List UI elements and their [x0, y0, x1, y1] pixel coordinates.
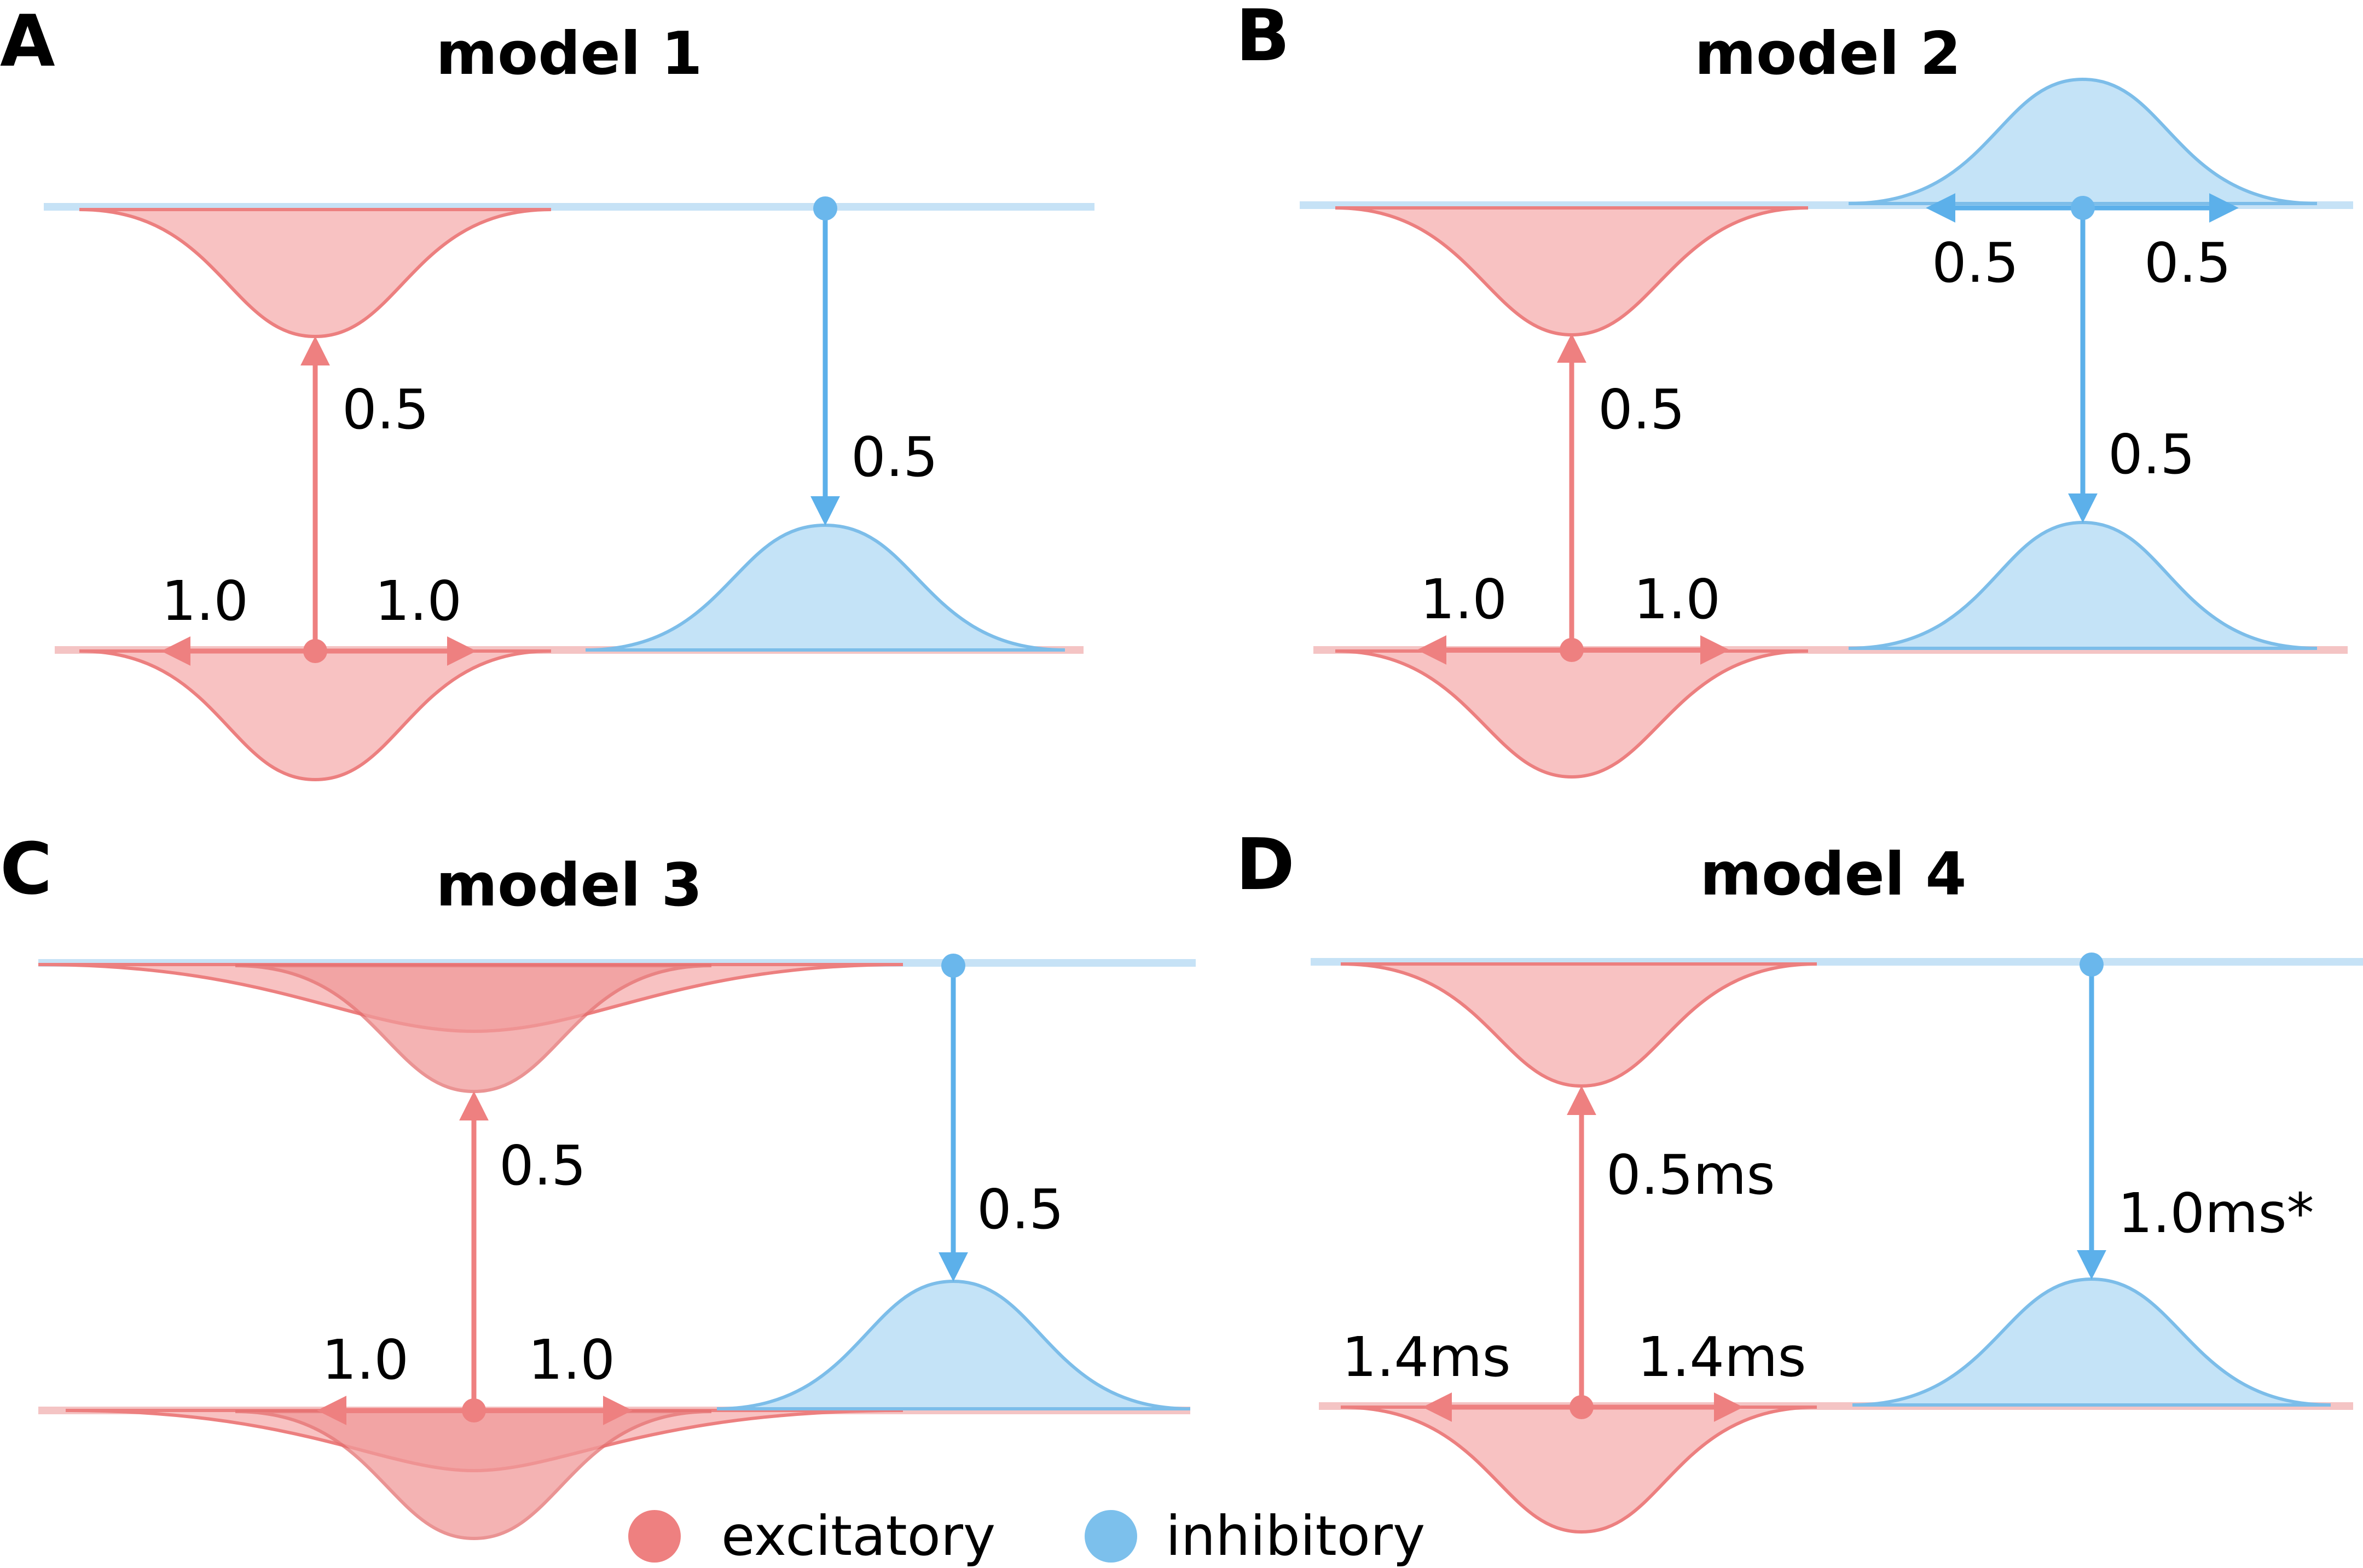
- label-right: 1.0: [375, 569, 462, 633]
- label-down: 0.5: [977, 1177, 1064, 1241]
- excitatory-projection-profile: [1340, 962, 1817, 1088]
- label-right: 1.0: [1634, 567, 1721, 631]
- legend-excitatory-marker: [628, 1510, 681, 1563]
- label-right: 1.0: [528, 1328, 615, 1392]
- inhibitory-neuron-dot: [2080, 953, 2104, 977]
- legend: excitatory inhibitory: [628, 1504, 1425, 1568]
- label-up: 0.5ms: [1606, 1143, 1775, 1207]
- label-left: 1.0: [161, 569, 248, 633]
- excitatory-lateral-profile: [1335, 649, 1809, 779]
- inhibitory-lateral-profile: [1848, 77, 2318, 205]
- panel-title: model 1: [436, 20, 702, 88]
- excitatory-neuron-dot: [303, 639, 327, 663]
- panel-d: D model 4 0.5ms 1.0ms* 1.4ms 1.4ms: [1236, 823, 2363, 1534]
- inhibitory-neuron-dot: [941, 954, 965, 978]
- excitatory-projection-profile: [1335, 206, 1809, 337]
- inhibitory-projection-profile: [716, 1279, 1191, 1410]
- label-inh-right: 0.5: [2144, 231, 2231, 295]
- panel-b: B model 2 0.5 0.5 0.5 0.5 1.0 1.0: [1236, 0, 2353, 779]
- inhibitory-neuron-dot: [2071, 196, 2095, 220]
- excitatory-lateral-profile: [79, 649, 552, 782]
- excitatory-lateral-profile: [1340, 1406, 1817, 1534]
- inhibitory-projection-profile: [1852, 1277, 2331, 1407]
- label-left: 1.4ms: [1342, 1325, 1511, 1389]
- label-down: 1.0ms*: [2118, 1181, 2314, 1245]
- label-up: 0.5: [1598, 378, 1685, 442]
- legend-excitatory-label: excitatory: [721, 1504, 995, 1568]
- inhibitory-projection-profile: [585, 523, 1065, 652]
- label-left: 1.0: [322, 1328, 409, 1392]
- panel-letter: C: [0, 827, 52, 910]
- panel-letter: B: [1236, 0, 1290, 77]
- panel-a: A model 1 0.5 0.5 1.0 1.0: [0, 0, 1094, 782]
- excitatory-narrow-lateral-profile: [235, 1410, 712, 1541]
- excitatory-neuron-dot: [1569, 1395, 1594, 1419]
- label-down: 0.5: [851, 425, 938, 489]
- label-up: 0.5: [499, 1134, 586, 1198]
- label-down: 0.5: [2108, 422, 2195, 486]
- excitatory-projection-profile: [79, 208, 552, 339]
- excitatory-neuron-dot: [462, 1398, 486, 1422]
- panel-title: model 3: [436, 851, 702, 920]
- inhibitory-neuron-dot: [813, 196, 837, 220]
- panel-title: model 2: [1694, 20, 1961, 88]
- label-up: 0.5: [342, 378, 429, 442]
- label-right: 1.4ms: [1637, 1325, 1806, 1389]
- panel-title: model 4: [1700, 840, 1966, 909]
- legend-inhibitory-label: inhibitory: [1166, 1504, 1425, 1568]
- panel-c: C model 3 0.5 0.5 1.0 1.0: [0, 827, 1196, 1541]
- excitatory-neuron-dot: [1560, 638, 1584, 662]
- panel-letter: D: [1236, 823, 1295, 906]
- label-inh-left: 0.5: [1932, 231, 2019, 295]
- label-left: 1.0: [1420, 567, 1507, 631]
- legend-inhibitory-marker: [1085, 1510, 1137, 1563]
- panel-letter: A: [0, 0, 55, 83]
- inhibitory-projection-profile: [1848, 520, 2318, 650]
